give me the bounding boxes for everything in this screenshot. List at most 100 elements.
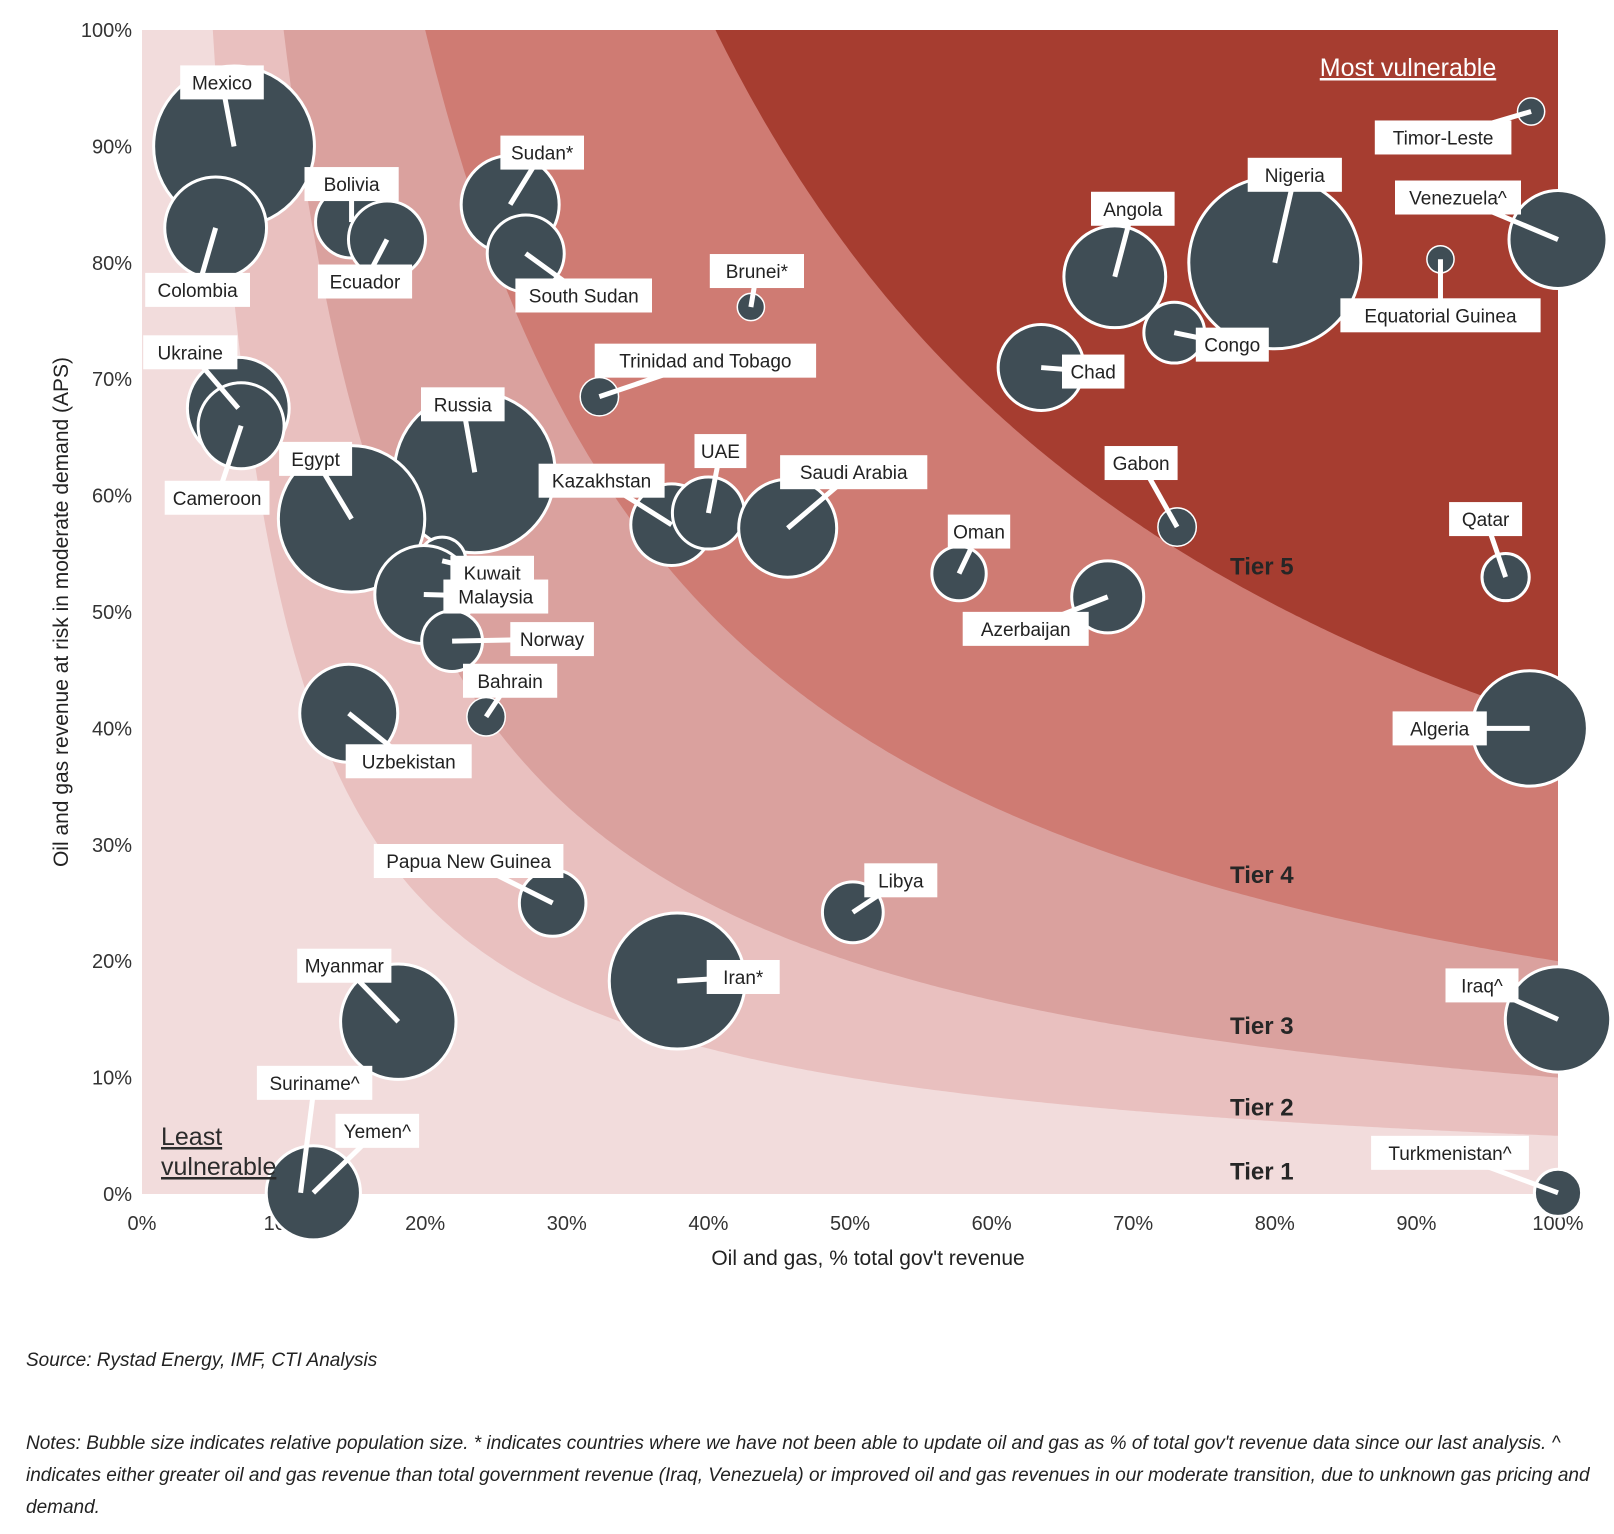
- x-tick-label: 90%: [1396, 1213, 1436, 1235]
- label-box: [780, 455, 928, 490]
- point-label: Nigeria: [1265, 166, 1326, 187]
- bubble-point[interactable]: [1480, 551, 1531, 603]
- label-box: [256, 1065, 373, 1100]
- point-label: Saudi Arabia: [800, 463, 908, 484]
- label-box: [1247, 157, 1342, 192]
- label-box: [279, 441, 353, 476]
- label-box: [500, 135, 584, 170]
- label-box: [1062, 354, 1125, 389]
- tier-label-1: Tier 1: [1230, 1159, 1294, 1186]
- point-label: Iraq^: [1461, 976, 1503, 997]
- point-label: Colombia: [157, 281, 238, 302]
- label-box: [335, 1113, 420, 1148]
- point-label: Ukraine: [158, 343, 223, 364]
- label-box: [694, 434, 747, 469]
- label-box: [1340, 298, 1541, 333]
- point-label: Chad: [1070, 363, 1115, 384]
- y-tick-label: 60%: [92, 486, 132, 508]
- label-box: [1392, 711, 1487, 746]
- label-box: [145, 272, 250, 307]
- x-tick-label: 20%: [405, 1213, 445, 1235]
- point-label: Egypt: [291, 450, 340, 471]
- point-label: Suriname^: [269, 1074, 359, 1095]
- label-box: [164, 480, 270, 515]
- label-box: [594, 343, 817, 378]
- least-vulnerable-label-line1: Least: [161, 1123, 222, 1151]
- notes-line-1: Notes: Bubble size indicates relative po…: [26, 1433, 1561, 1454]
- tier-labels: Tier 1 Tier 2 Tier 3 Tier 4 Tier 5: [1230, 553, 1294, 1185]
- label-box: [1091, 191, 1175, 226]
- label-box: [1374, 120, 1512, 155]
- label-box: [317, 264, 413, 299]
- y-tick-label: 20%: [92, 951, 132, 973]
- point-label: Kazakhstan: [552, 472, 651, 493]
- point-label: Azerbaijan: [981, 620, 1071, 641]
- x-tick-label: 100%: [1532, 1213, 1583, 1235]
- point-label: Turkmenistan^: [1388, 1144, 1511, 1165]
- point-label: Sudan*: [511, 144, 574, 165]
- point-label: Congo: [1204, 336, 1260, 357]
- point-label: UAE: [701, 442, 740, 463]
- bubble-chart: 0% 10% 20% 30% 40% 50% 60% 70% 80% 90% 100% 0% 10% 2…: [50, 20, 1613, 1270]
- point-label: Algeria: [1410, 719, 1470, 740]
- bubble-point[interactable]: [1507, 189, 1609, 291]
- point-label: Gabon: [1113, 454, 1170, 475]
- y-tick-label: 90%: [92, 136, 132, 158]
- point-label: Qatar: [1462, 510, 1510, 531]
- y-tick-label: 10%: [92, 1068, 132, 1090]
- point-label: Yemen^: [344, 1122, 411, 1143]
- label-box: [1395, 180, 1521, 215]
- label-box: [463, 663, 558, 698]
- label-box: [510, 622, 594, 657]
- notes-line-2: indicates either greater oil and gas rev…: [26, 1465, 1590, 1486]
- callout-line: [298, 1082, 318, 1194]
- y-tick-label: 100%: [81, 20, 132, 42]
- x-axis-title: Oil and gas, % total gov't revenue: [711, 1247, 1024, 1270]
- point-label: Libya: [878, 871, 924, 892]
- x-tick-label: 40%: [688, 1213, 728, 1235]
- point-label: Papua New Guinea: [386, 852, 551, 873]
- label-box: [1449, 502, 1523, 537]
- y-tick-label: 40%: [92, 718, 132, 740]
- y-tick-label: 70%: [92, 369, 132, 391]
- label-box: [143, 335, 238, 370]
- label-box: [1195, 327, 1269, 362]
- tier-band-5: [715, 30, 1558, 723]
- point-label: Oman: [953, 523, 1005, 544]
- point-label: Myanmar: [305, 957, 385, 978]
- x-tick-label: 50%: [830, 1213, 870, 1235]
- label-box: [538, 463, 665, 498]
- point-label: Venezuela^: [1409, 189, 1507, 210]
- source-note: Source: Rystad Energy, IMF, CTI Analysis: [26, 1350, 378, 1371]
- label-box: [443, 579, 549, 614]
- point-label: Timor-Leste: [1393, 128, 1494, 149]
- label-box: [304, 167, 399, 202]
- tier-label-3: Tier 3: [1230, 1013, 1294, 1040]
- label-box: [864, 863, 938, 898]
- point-label: Uzbekistan: [362, 752, 456, 773]
- y-axis-title: Oil and gas revenue at risk in moderate …: [50, 357, 73, 867]
- point-label: Equatorial Guinea: [1364, 306, 1517, 327]
- point-label: Bahrain: [477, 672, 543, 693]
- y-tick-label: 80%: [92, 253, 132, 275]
- tier-label-4: Tier 4: [1230, 862, 1294, 889]
- x-tick-label: 30%: [547, 1213, 587, 1235]
- label-box: [709, 254, 804, 289]
- label-box: [180, 65, 264, 100]
- point-label: Angola: [1103, 200, 1163, 221]
- point-label: Norway: [520, 630, 585, 651]
- y-tick-label: 50%: [92, 602, 132, 624]
- tier-label-2: Tier 2: [1230, 1095, 1294, 1122]
- label-box: [1104, 446, 1178, 481]
- point-label: Trinidad and Tobago: [619, 352, 791, 373]
- point-label: Ecuador: [330, 273, 401, 294]
- label-box: [345, 744, 472, 779]
- point-label: Bolivia: [324, 175, 380, 196]
- label-box: [706, 959, 780, 994]
- point-label: Malaysia: [458, 588, 533, 609]
- label-box: [947, 514, 1011, 549]
- point-label: Iran*: [723, 968, 764, 989]
- label-box: [515, 278, 652, 313]
- label-box: [962, 611, 1089, 646]
- x-tick-label: 70%: [1113, 1213, 1153, 1235]
